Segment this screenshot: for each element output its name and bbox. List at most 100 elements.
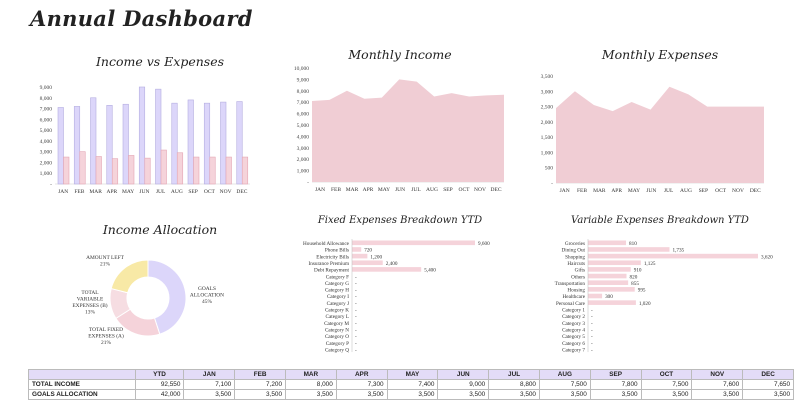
table-cell: 3,500: [285, 389, 337, 400]
table-cell: 3,500: [640, 389, 693, 400]
category-label: Debt Repayment: [314, 268, 350, 274]
y-tick-label: 3,000: [297, 146, 310, 152]
expense-bar: [79, 151, 86, 185]
table-cell: 3,500: [538, 389, 591, 400]
monthly-income-chart: - 1,000 2,000 3,000 4,000 5,000 6,000 7,000 8,00…: [294, 66, 504, 193]
category-label: Category L: [326, 314, 349, 320]
x-tick-label: JUN: [646, 188, 656, 194]
table-header-cell: YTD: [134, 369, 185, 380]
expense-bar: [209, 156, 216, 185]
expense-bar: [144, 157, 151, 185]
x-tick-label: JAN: [315, 187, 325, 193]
x-tick-label: MAR: [346, 187, 359, 193]
slice-label: ALLOCATION: [190, 293, 224, 299]
value-label: -: [355, 294, 357, 300]
table-row-total-income: TOTAL INCOME 92,550 7,100 7,200 8,000 7,…: [28, 379, 794, 390]
x-tick-label: MAR: [593, 188, 606, 194]
value-label: -: [591, 308, 593, 314]
x-tick-label: FEB: [331, 187, 341, 193]
y-tick-label: 2,500: [541, 105, 554, 111]
expense-bar: [63, 156, 70, 185]
expense-bar: [241, 156, 249, 185]
income-vs-expenses-title: Income vs Expenses: [95, 54, 225, 69]
value-label: -: [591, 327, 593, 333]
summary-table: YTD JAN FEB MAR APR MAY JUN JUL AUG SEP …: [28, 369, 794, 400]
category-label: Groceries: [565, 241, 585, 247]
category-label: Healthcare: [563, 294, 586, 300]
income-bar: [138, 86, 146, 185]
x-tick-label: APR: [107, 189, 118, 195]
category-label: Category M: [324, 321, 349, 327]
value-label: -: [591, 314, 593, 320]
table-cell: 8,000: [285, 379, 337, 390]
x-tick-label: JAN: [560, 188, 570, 194]
value-label: -: [355, 308, 357, 314]
x-tick-label: APR: [363, 187, 374, 193]
category-label: Insurance Premium: [309, 261, 349, 267]
table-header-cell: MAY: [386, 369, 439, 380]
value-label: -: [355, 281, 357, 287]
y-tick-label: 2,000: [541, 120, 554, 126]
value-label: 1,125: [644, 261, 656, 267]
category-label: Category 5: [562, 334, 585, 340]
slice-label: 21%: [100, 262, 110, 268]
y-tick-label: 7,000: [297, 100, 310, 106]
monthly-expenses-title: Monthly Expenses: [601, 47, 719, 62]
table-cell: 92,550: [134, 379, 185, 390]
x-tick-label: JUL: [411, 187, 421, 193]
income-bar: [171, 102, 178, 185]
category-label: Category 3: [562, 321, 585, 327]
donut-slice: [147, 259, 187, 335]
slice-label: GOALS: [198, 286, 216, 292]
x-tick-label: AUG: [680, 188, 692, 194]
variable-expense-bar: [588, 293, 603, 299]
fixed-expense-bar: [352, 253, 368, 259]
category-label: Shopping: [565, 254, 585, 260]
table-cell: 7,200: [234, 379, 286, 390]
table-header-cell: JUN: [437, 369, 490, 380]
category-label: Others: [571, 274, 585, 280]
fixed-expenses-chart: Household Allowance 9,600 Phone Bills 720 El…: [303, 239, 490, 353]
category-label: Category K: [325, 308, 349, 314]
value-label: -: [355, 334, 357, 340]
y-tick-label: -: [551, 181, 553, 187]
x-tick-label: SEP: [188, 189, 197, 195]
category-label: Housing: [567, 288, 585, 294]
value-label: -: [355, 314, 357, 320]
variable-expense-bar: [588, 253, 758, 259]
table-header-cell: SEP: [589, 369, 642, 380]
x-tick-label: AUG: [426, 187, 438, 193]
slice-label: TOTAL: [81, 290, 98, 296]
x-tick-label: FEB: [74, 189, 84, 195]
x-tick-label: DEC: [236, 189, 247, 195]
y-tick-label: 4,000: [40, 139, 53, 145]
x-tick-label: APR: [611, 188, 622, 194]
fixed-expenses-title: Fixed Expenses Breakdown YTD: [317, 215, 483, 226]
table-header-cell: JAN: [183, 369, 236, 380]
x-tick-label: MAR: [89, 189, 102, 195]
value-label: 810: [629, 241, 637, 247]
variable-expenses-chart: Groceries 810 Dining Out 1,735 Shopping 3,620…: [555, 239, 773, 353]
slice-label: EXPENSES (A): [88, 333, 124, 340]
category-label: Category 6: [562, 341, 585, 347]
y-tick-label: 1,500: [541, 135, 554, 141]
value-label: 910: [634, 268, 642, 274]
table-cell: 3,500: [691, 389, 744, 400]
table-cell: 9,000: [437, 379, 490, 390]
x-tick-label: FEB: [577, 188, 587, 194]
income-bar: [155, 88, 162, 185]
category-label: Haircuts: [567, 261, 585, 267]
category-label: Category N: [325, 327, 349, 333]
table-cell: 3,500: [589, 389, 642, 400]
category-label: Category 4: [562, 327, 585, 333]
x-tick-label: NOV: [474, 187, 486, 193]
income-allocation-title: Income Allocation: [102, 222, 218, 237]
expense-bar: [111, 158, 119, 185]
value-label: 820: [630, 274, 638, 280]
table-header-cell: AUG: [538, 369, 591, 380]
category-label: Dining Out: [562, 248, 586, 254]
category-label: Category J: [327, 301, 349, 307]
table-cell: 7,300: [335, 379, 388, 390]
x-tick-label: JUN: [395, 187, 405, 193]
